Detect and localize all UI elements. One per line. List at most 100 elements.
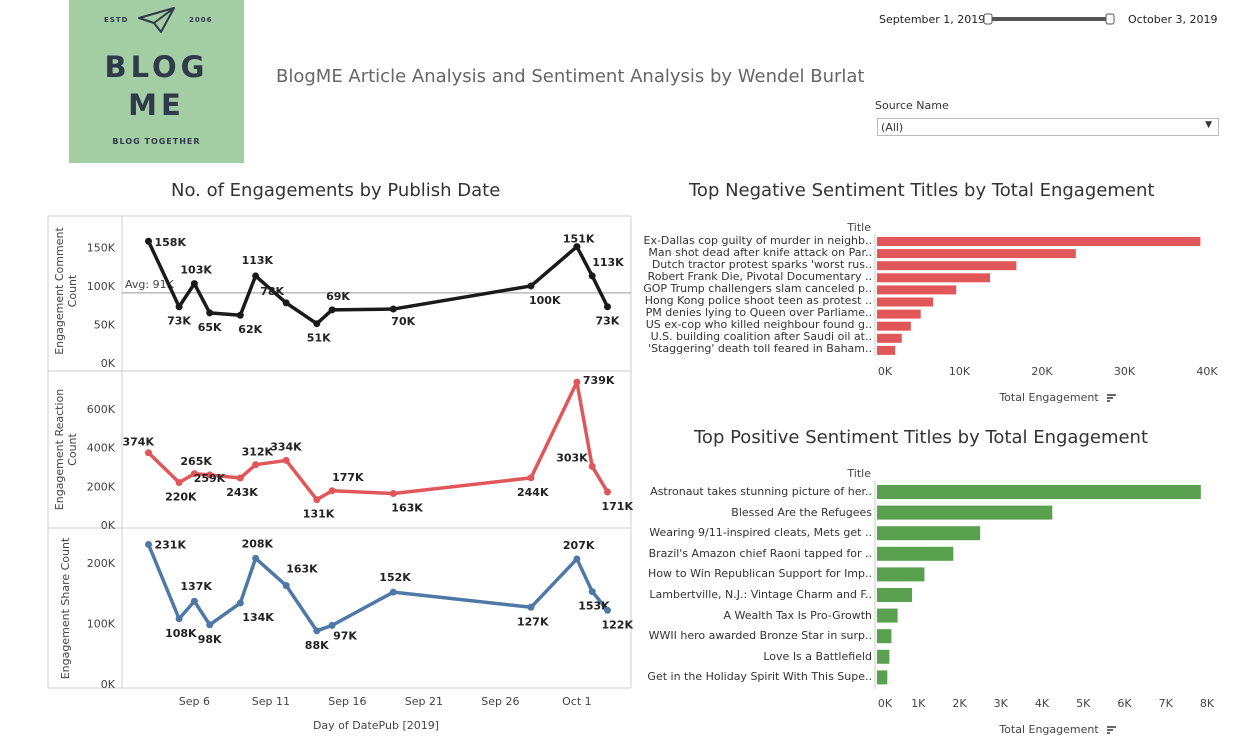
y-tick-label: 150K <box>87 241 116 254</box>
data-label: 312K <box>242 446 274 459</box>
bar <box>877 261 1017 271</box>
bar <box>877 249 1076 259</box>
data-point <box>527 603 535 611</box>
data-label: 88K <box>305 639 329 652</box>
data-point <box>190 280 198 288</box>
data-point <box>252 554 260 562</box>
data-point <box>328 621 336 629</box>
positive-bar-chart: Title 0K 1K 2K 3K 4K 5K 6K 7K 8K Total Engagement <box>846 467 1214 736</box>
x-tick-label: Oct 1 <box>562 695 592 708</box>
bar-category-label: Ex-Dallas cop guilty of murder in neighb… <box>643 235 873 246</box>
source-name-select[interactable]: (All) ▼ <box>877 118 1219 136</box>
data-label: 137K <box>180 580 212 593</box>
data-point <box>206 309 214 317</box>
data-point <box>175 615 183 623</box>
data-point <box>573 555 581 563</box>
x-tick-label: 0K <box>878 697 893 710</box>
data-point <box>604 488 611 496</box>
y-tick-label: 50K <box>94 318 116 331</box>
sort-icon <box>1107 726 1116 734</box>
data-point <box>145 540 152 548</box>
date-range-end: October 3, 2019 <box>1128 13 1218 26</box>
blogme-logo: ESTD 2006 BLOG ME BLOG TOGETHER <box>69 0 244 163</box>
bar-category-label: PM denies lying to Queen over Parliame.. <box>645 308 872 319</box>
data-point <box>252 461 260 469</box>
source-filter-label: Source Name <box>875 99 949 112</box>
data-point <box>206 471 214 479</box>
y-tick-label: 0K <box>101 678 116 691</box>
data-label: 73K <box>167 315 191 328</box>
y-axis-title-line: Count <box>66 274 79 307</box>
bar-category-label: Man shot dead after knife attack on Par.… <box>648 247 872 258</box>
data-point <box>313 320 321 328</box>
bar <box>877 237 1201 246</box>
bar <box>877 649 890 664</box>
bar-category-label: Hong Kong police shoot teen as protest .… <box>644 296 872 306</box>
data-label: 177K <box>332 471 364 484</box>
bar-category-label: Get in the Holiday Spirit With This Supe… <box>647 671 872 683</box>
data-label: 303K <box>556 451 588 464</box>
x-tick-label: 5K <box>1076 697 1091 710</box>
data-point <box>573 243 581 251</box>
data-label: 97K <box>333 629 357 642</box>
data-point <box>313 496 321 504</box>
bar-category-label: Astronaut takes stunning picture of her.… <box>650 486 872 497</box>
bar <box>877 588 913 602</box>
slider-end-handle[interactable] <box>1105 13 1115 25</box>
data-label: 152K <box>379 571 411 584</box>
bar-category-label: Blessed Are the Refugees <box>731 506 872 518</box>
data-point <box>604 606 611 614</box>
data-label: 113K <box>242 254 274 267</box>
data-label: 70K <box>391 315 415 328</box>
data-point <box>206 621 214 629</box>
bar <box>877 670 888 685</box>
data-label: 231K <box>155 538 187 551</box>
negative-chart-title: Top Negative Sentiment Titles by Total E… <box>689 180 1155 201</box>
x-tick-label: Sep 16 <box>328 695 366 708</box>
logo-line1: BLOG <box>104 50 209 84</box>
data-label: 259K <box>194 472 226 485</box>
date-range-slider[interactable] <box>982 12 1117 26</box>
data-point <box>573 378 581 386</box>
bar <box>877 273 991 283</box>
bar <box>877 285 957 295</box>
logo-tagline: BLOG TOGETHER <box>112 137 201 146</box>
y-axis-title-line: Count <box>66 432 79 465</box>
data-label: 220K <box>165 490 197 503</box>
data-label: 739K <box>583 374 615 387</box>
negative-bar-chart: Title 0K 10K 20K 30K 40K Total Engagement <box>846 221 1218 404</box>
data-point <box>604 303 611 311</box>
category-header: Title <box>846 221 871 234</box>
data-label: 134K <box>242 611 274 624</box>
bar-category-label: US ex-cop who killed neighbour found g.. <box>645 320 872 331</box>
x-tick-label: 3K <box>994 697 1009 710</box>
x-tick-label: 7K <box>1159 697 1174 710</box>
data-label: 163K <box>286 563 318 576</box>
page-title: BlogME Article Analysis and Sentiment An… <box>276 66 865 87</box>
bar <box>877 546 954 561</box>
slider-start-handle[interactable] <box>983 13 993 25</box>
data-point <box>236 599 244 607</box>
data-label: 171K <box>602 500 634 513</box>
data-label: 158K <box>155 236 187 249</box>
logo-estd: ESTD <box>104 16 129 24</box>
data-label: 244K <box>517 486 549 499</box>
x-tick-label: Sep 6 <box>179 695 210 708</box>
data-point <box>236 474 244 482</box>
y-axis-title-line: Engagement Reaction <box>53 389 66 510</box>
bar <box>877 297 934 307</box>
data-label: 73K <box>596 315 620 328</box>
bar-category-label: How to Win Republican Support for Imp.. <box>648 568 872 580</box>
data-point <box>313 627 321 635</box>
x-tick-label: 40K <box>1196 365 1218 378</box>
x-tick-label: 0K <box>878 365 893 378</box>
y-tick-label: 100K <box>87 618 116 631</box>
data-label: 265K <box>180 455 212 468</box>
y-axis-title: Engagement Comment Count <box>53 227 79 355</box>
bar <box>877 608 898 623</box>
data-label: 98K <box>198 633 222 646</box>
x-axis-title: Total Engagement <box>998 391 1099 404</box>
x-tick-label: Sep 26 <box>481 695 519 708</box>
x-tick-label: 1K <box>911 697 926 710</box>
data-label: 153K <box>578 600 610 613</box>
